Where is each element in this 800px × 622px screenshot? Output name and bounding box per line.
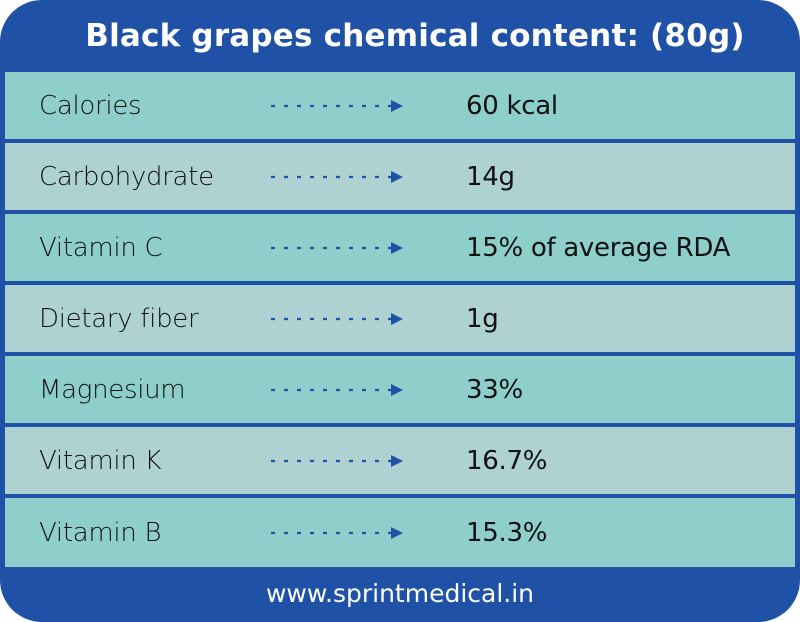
table-row-carbohydrate: Carbohydrate 14g [5,143,795,210]
nutrient-value: 60 kcal [466,90,558,121]
nutrition-table: Calories 60 kcal Carbohydrate 14g Vitami… [5,72,795,567]
table-row-dietary-fiber: Dietary fiber 1g [5,285,795,352]
card-footer: www.sprintmedical.in [0,567,800,622]
table-row-vitamin-k: Vitamin K 16.7% [5,427,795,494]
dotted-arrow-right-icon [271,454,403,467]
dotted-arrow-right-icon [271,383,403,396]
nutrient-value: 33% [466,374,523,405]
nutrient-label: Calories [39,90,142,121]
nutrient-label: Vitamin B [39,517,162,548]
nutrient-label: Vitamin K [39,445,162,476]
table-row-vitamin-b: Vitamin B 15.3% [5,498,795,567]
nutrient-value: 15.3% [466,517,548,548]
nutrient-label: Vitamin C [39,232,163,263]
table-row-magnesium: Magnesium 33% [5,356,795,423]
card-header: Black grapes chemical content: (80g) [0,0,800,72]
table-row-vitamin-c: Vitamin C 15% of average RDA [5,214,795,281]
nutrient-value: 1g [466,303,499,334]
card-title: Black grapes chemical content: (80g) [85,18,745,54]
nutrient-label: Dietary fiber [39,303,199,334]
nutrient-value: 14g [466,161,515,192]
nutrient-value: 16.7% [466,445,548,476]
dotted-arrow-right-icon [271,241,403,254]
nutrient-label: Magnesium [39,374,186,405]
table-row-calories: Calories 60 kcal [5,72,795,139]
nutrient-label: Carbohydrate [39,161,214,192]
dotted-arrow-right-icon [271,99,403,112]
dotted-arrow-right-icon [271,526,403,539]
website-url: www.sprintmedical.in [265,579,535,608]
dotted-arrow-right-icon [271,170,403,183]
dotted-arrow-right-icon [271,312,403,325]
nutrient-value: 15% of average RDA [466,232,731,263]
